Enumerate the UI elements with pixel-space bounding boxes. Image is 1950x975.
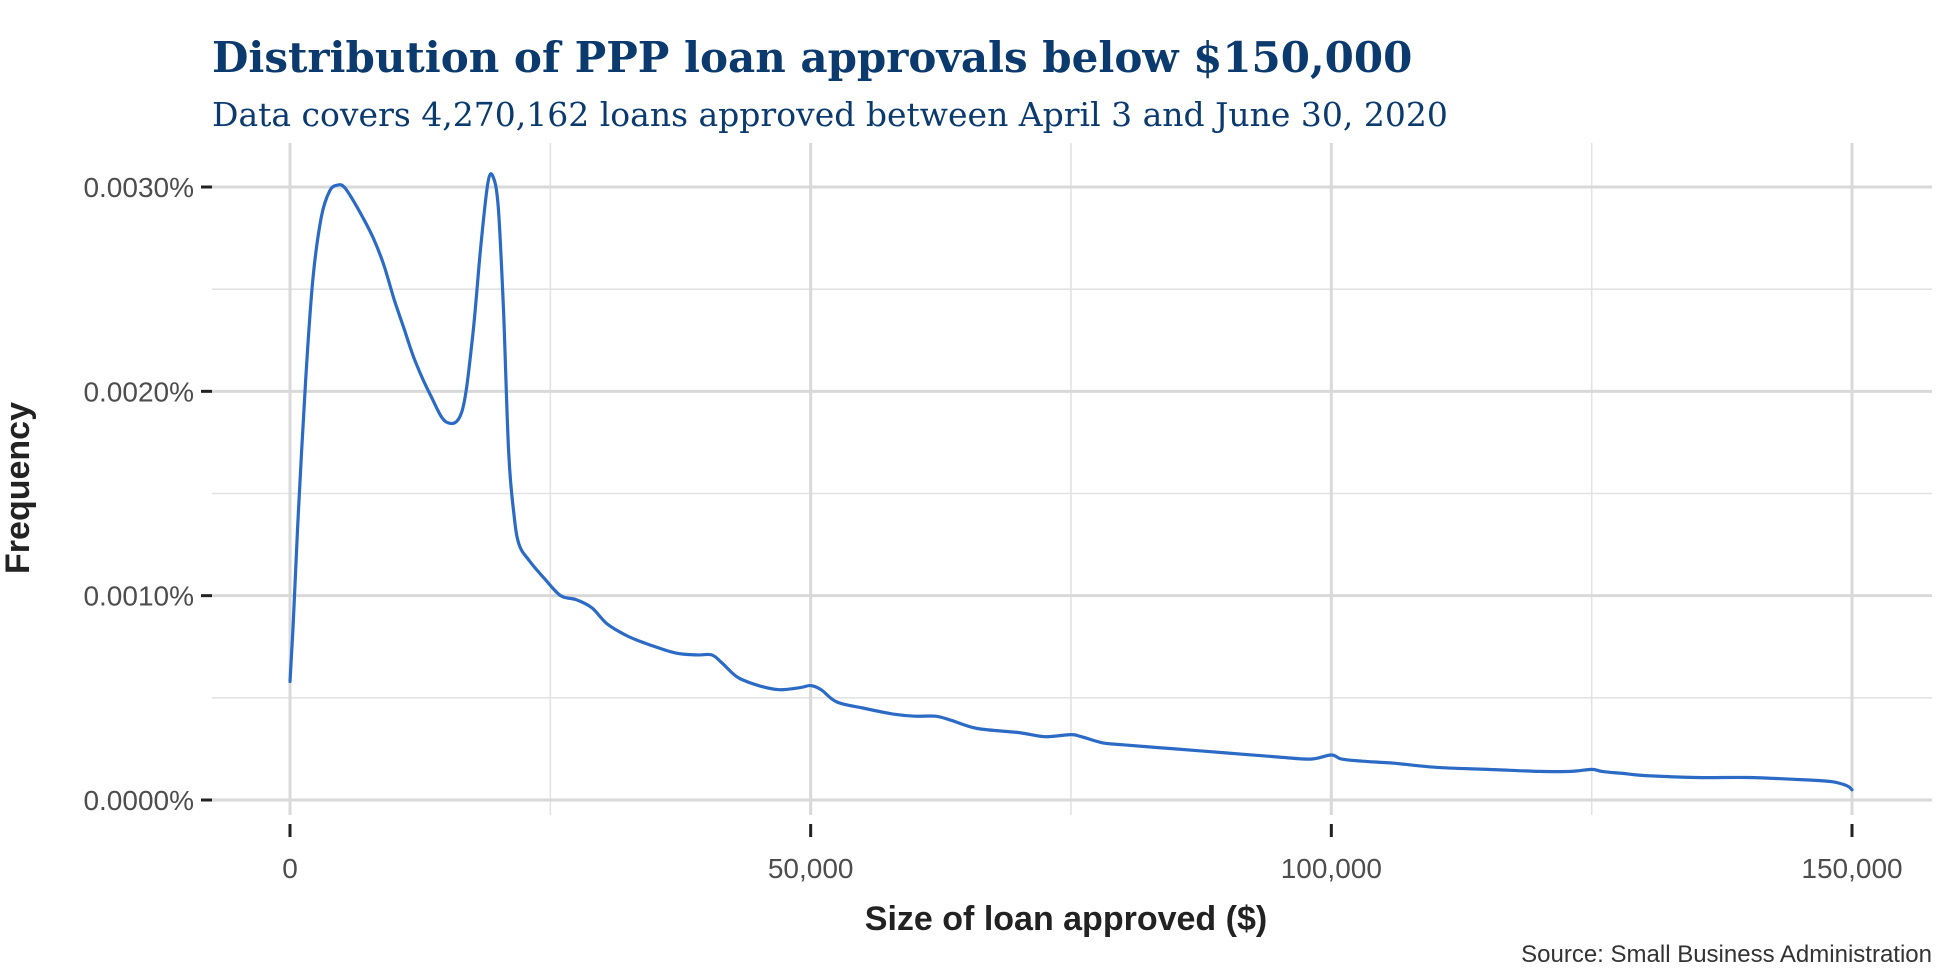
- x-axis-title: Size of loan approved ($): [865, 900, 1267, 938]
- y-tick-label: 0.0020%: [83, 376, 194, 407]
- x-tick-label: 100,000: [1281, 853, 1382, 884]
- y-tick-label: 0.0010%: [83, 581, 194, 612]
- x-tick-label: 0: [282, 853, 298, 884]
- x-axis: 0 50,000 100,000 150,000: [282, 824, 1903, 884]
- chart-title: Distribution of PPP loan approvals below…: [212, 33, 1412, 82]
- x-tick-label: 150,000: [1801, 853, 1902, 884]
- minor-gridlines: [212, 143, 1932, 815]
- density-line: [288, 172, 1854, 792]
- y-axis: 0.0000% 0.0010% 0.0020% 0.0030%: [83, 172, 212, 816]
- plot-area: [288, 172, 1854, 792]
- y-axis-title: Frequency: [0, 402, 37, 574]
- chart-subtitle: Data covers 4,270,162 loans approved bet…: [212, 95, 1448, 134]
- source-caption: Source: Small Business Administration: [1521, 941, 1932, 968]
- major-gridlines: [212, 143, 1932, 815]
- y-tick-label: 0.0000%: [83, 785, 194, 816]
- x-tick-label: 50,000: [768, 853, 854, 884]
- y-tick-label: 0.0030%: [83, 172, 194, 203]
